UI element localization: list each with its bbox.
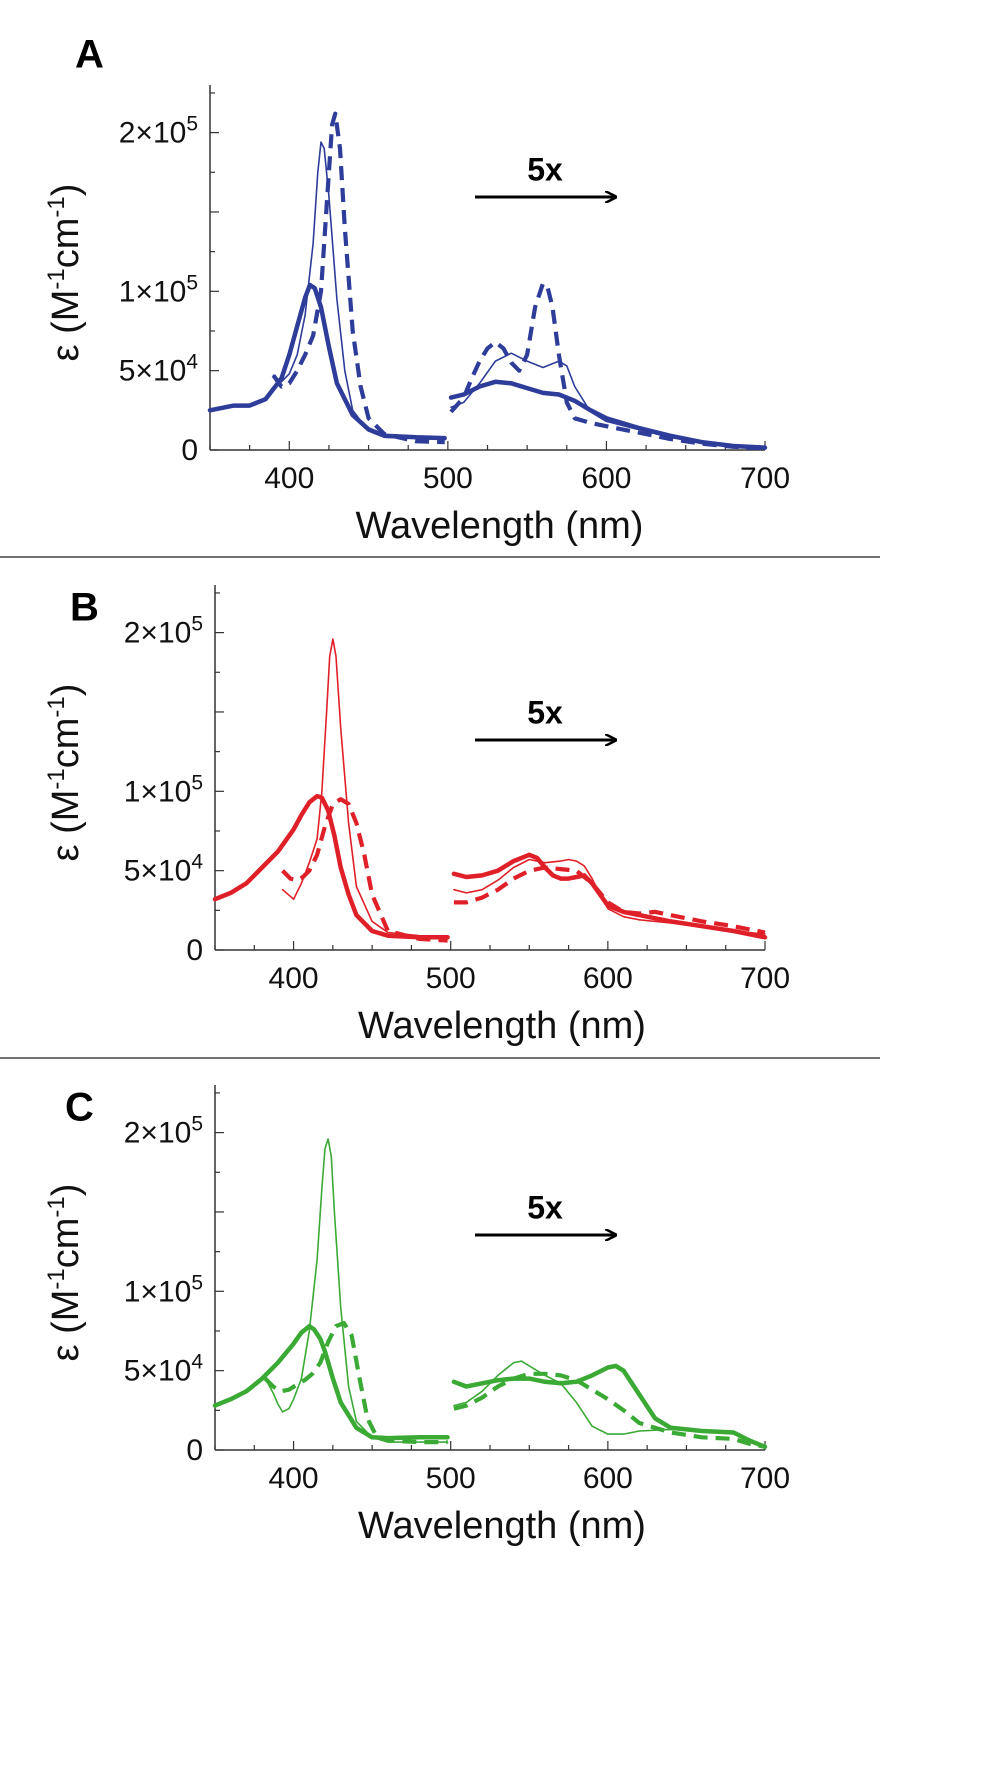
x-tick-label: 400 [269,962,319,995]
series-line-thick [207,282,447,441]
y-tick-label: 2×105 [124,613,203,650]
scale-annotation: 5x [527,1189,563,1225]
x-axis-title: Wavelength (nm) [358,1005,646,1047]
scale-annotation: 5x [527,694,563,730]
panel-letter: C [65,1086,94,1130]
series-line-thin [453,858,766,935]
series-line-thin [453,1360,766,1448]
series-line-thin [281,638,449,938]
x-tick-label: 600 [581,462,631,495]
series-line-dashed [449,281,766,451]
x-tick-label: 400 [269,1462,319,1495]
series-line-thick [212,793,450,940]
y-axis-title: ε (M-1cm-1) [43,1184,87,1362]
y-tick-label: 1×105 [119,271,198,308]
x-tick-label: 700 [740,962,790,995]
x-tick-label: 500 [423,462,473,495]
y-tick-label: 2×105 [124,1113,203,1150]
series-line-dashed [453,865,766,935]
panel-c: C 400 500 600 700 0 5×104 1×105 2×105 Wavelength … [43,1085,790,1547]
panel-a: A 400 500 600 700 0 5×104 1×105 2×105 Wavelength … [43,33,790,547]
y-tick-label: 0 [186,934,203,967]
x-tick-label: 600 [583,1462,633,1495]
series-line-thick [212,1323,450,1441]
series-line-thick [451,852,768,940]
panel-b: B 400 500 600 700 0 5×104 1×105 2×105 Wavelength … [43,585,790,1047]
panel-letter: A [75,33,104,77]
y-tick-label: 5×104 [124,1351,204,1388]
y-tick-label: 1×105 [124,771,203,808]
x-tick-label: 700 [740,1462,790,1495]
y-tick-label: 2×105 [119,113,198,150]
panel-letter: B [70,586,99,630]
y-axis-title: ε (M-1cm-1) [43,684,87,862]
scale-annotation: 5x [527,151,563,187]
y-tick-label: 5×104 [119,351,199,388]
x-tick-label: 400 [264,462,314,495]
series-line-dashed [281,797,448,943]
x-axis-title: Wavelength (nm) [356,505,644,547]
x-tick-label: 600 [583,962,633,995]
series-line-thick [448,379,768,450]
series-line-dashed [263,1320,448,1445]
series-line-thin [450,352,766,449]
series-line-dashed [453,1371,766,1449]
series-line-thin [264,1138,449,1443]
y-tick-label: 0 [186,1434,203,1467]
series-line-thin [272,141,446,440]
series-line-dashed [271,111,445,445]
y-tick-label: 0 [181,434,198,467]
x-axis-title: Wavelength (nm) [358,1505,646,1547]
x-tick-label: 500 [426,962,476,995]
x-tick-label: 700 [740,462,790,495]
y-tick-label: 5×104 [124,851,204,888]
y-axis-title: ε (M-1cm-1) [43,184,87,362]
y-tick-label: 1×105 [124,1271,203,1308]
x-tick-label: 500 [426,1462,476,1495]
